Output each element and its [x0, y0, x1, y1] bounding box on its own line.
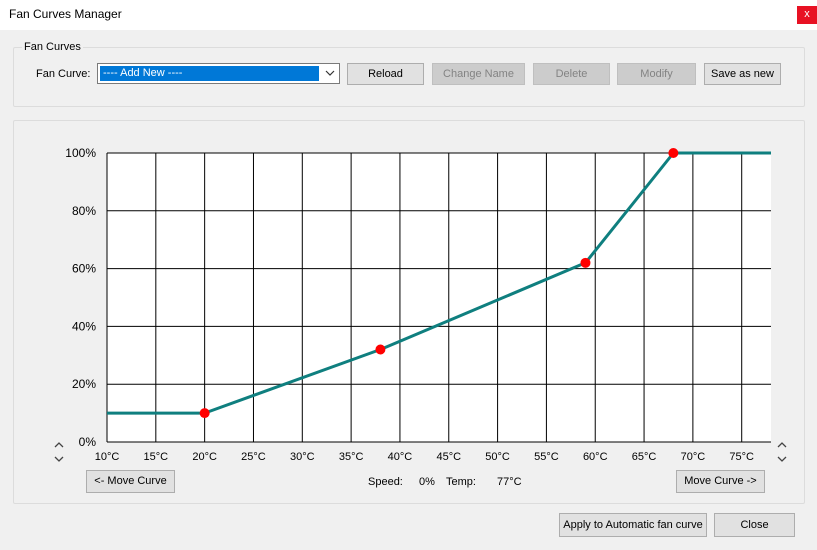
fan-curve-line: [107, 151, 771, 415]
x-tick-label: 45°C: [436, 451, 461, 463]
fan-curve-label: Fan Curve:: [36, 68, 91, 80]
curve-control-point[interactable]: [580, 257, 591, 268]
temp-value: 77°C: [497, 476, 522, 488]
x-tick-label: 35°C: [339, 451, 364, 463]
y-tick-label: 100%: [65, 146, 96, 160]
change-name-button[interactable]: Change Name: [432, 63, 525, 85]
y-tick-label: 80%: [72, 204, 96, 218]
y-tick-label: 40%: [72, 319, 96, 333]
chevron-down-icon: [325, 70, 335, 76]
x-tick-label: 55°C: [534, 451, 559, 463]
modify-button[interactable]: Modify: [617, 63, 696, 85]
delete-button[interactable]: Delete: [533, 63, 610, 85]
plot-area[interactable]: [107, 153, 771, 442]
speed-value: 0%: [419, 476, 435, 488]
close-window-button[interactable]: x: [797, 6, 817, 24]
reload-button[interactable]: Reload: [347, 63, 424, 85]
curve-control-point[interactable]: [199, 408, 210, 419]
y-tick-label: 0%: [79, 435, 97, 449]
title-bar: Fan Curves Manager x: [0, 0, 817, 30]
x-tick-label: 30°C: [290, 451, 315, 463]
fan-curve-selected-value: ---- Add New ----: [100, 66, 319, 81]
x-tick-label: 75°C: [729, 451, 754, 463]
x-tick-label: 70°C: [681, 451, 706, 463]
curve-control-point[interactable]: [375, 344, 386, 355]
temp-label: Temp:: [446, 476, 476, 488]
save-as-new-button[interactable]: Save as new: [704, 63, 781, 85]
x-tick-label: 40°C: [388, 451, 413, 463]
x-tick-label: 60°C: [583, 451, 608, 463]
close-button[interactable]: Close: [714, 513, 795, 537]
x-tick-label: 50°C: [485, 451, 510, 463]
x-tick-label: 65°C: [632, 451, 657, 463]
move-curve-right-button[interactable]: Move Curve ->: [676, 470, 765, 493]
x-tick-label: 25°C: [241, 451, 266, 463]
fan-curves-group-title: Fan Curves: [22, 41, 83, 53]
x-tick-label: 20°C: [192, 451, 217, 463]
curve-control-point[interactable]: [668, 148, 679, 158]
right-scroll-spinner-icon[interactable]: [776, 440, 788, 464]
left-scroll-spinner-icon[interactable]: [53, 440, 65, 464]
apply-automatic-fan-curve-button[interactable]: Apply to Automatic fan curve: [559, 513, 707, 537]
move-curve-left-button[interactable]: <- Move Curve: [86, 470, 175, 493]
fan-curve-select[interactable]: ---- Add New ----: [97, 63, 340, 84]
y-tick-label: 20%: [72, 377, 96, 391]
speed-label: Speed:: [368, 476, 403, 488]
y-tick-label: 60%: [72, 262, 96, 276]
chart-panel: [13, 120, 805, 504]
x-tick-label: 10°C: [95, 451, 120, 463]
fan-curves-group: [13, 47, 805, 107]
x-tick-label: 15°C: [144, 451, 169, 463]
window-title: Fan Curves Manager: [9, 7, 122, 21]
